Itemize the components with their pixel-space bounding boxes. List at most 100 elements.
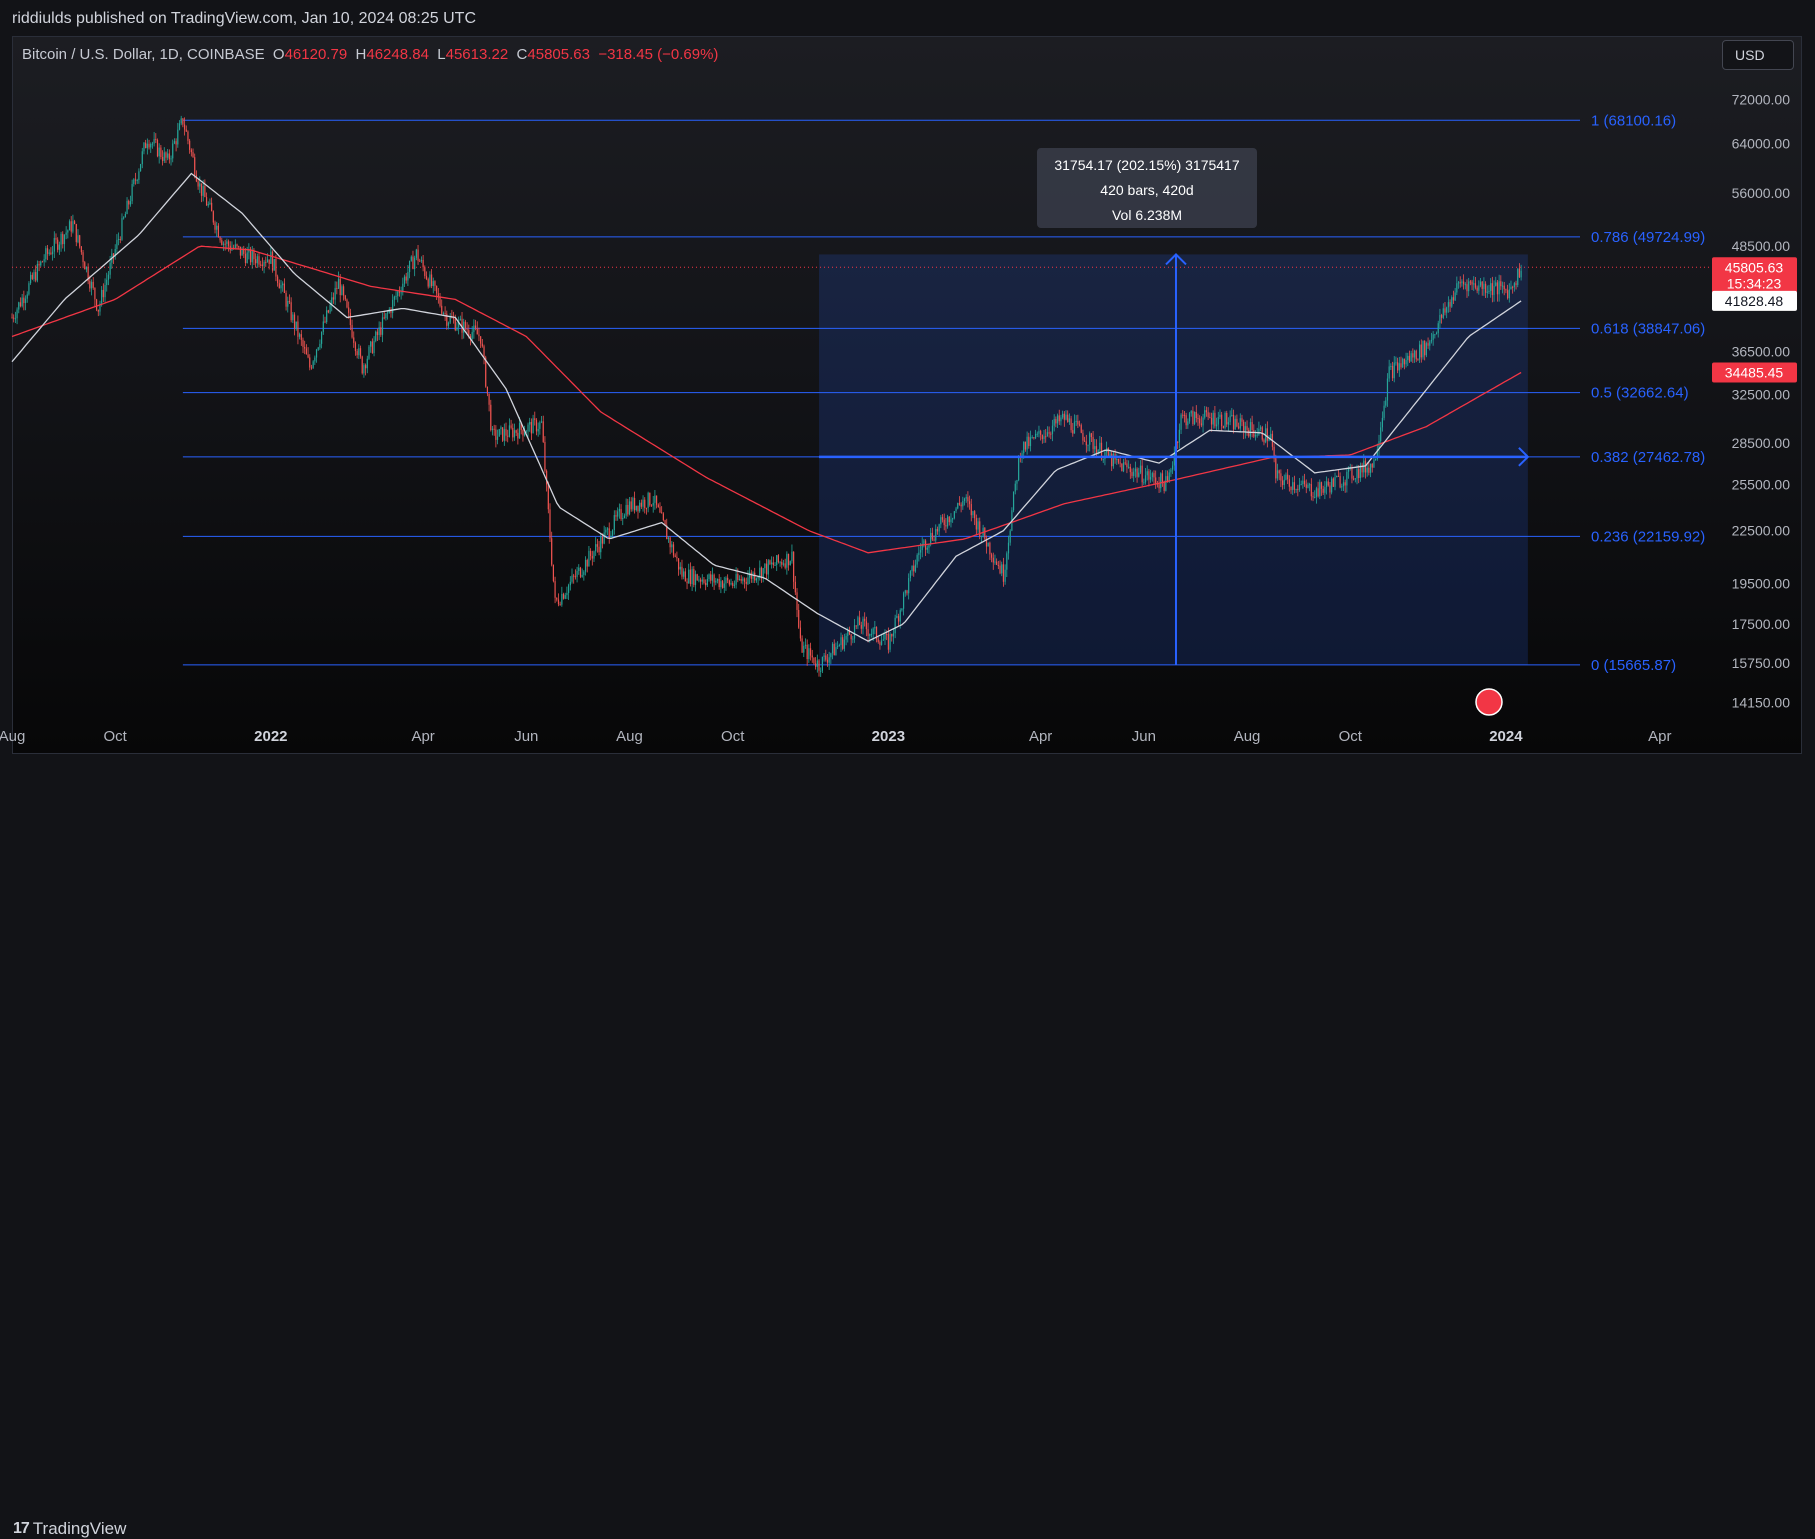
candle-body (407, 271, 409, 281)
candle-body (1383, 405, 1385, 418)
x-tick-label: Aug (0, 728, 25, 745)
candle-body (979, 521, 981, 537)
candle-body (583, 571, 585, 575)
candle-body (581, 574, 583, 577)
candle-body (1342, 482, 1345, 487)
candle-body (26, 294, 28, 299)
candle-body (1439, 314, 1441, 324)
candle-body (414, 257, 416, 270)
candle-body (879, 642, 881, 645)
candle-body (1160, 473, 1162, 489)
candle-body (938, 524, 940, 532)
candle-body (552, 564, 554, 582)
candle-body (769, 560, 771, 565)
fibonacci-retracement[interactable]: 1 (68100.16) 0.786 (49724.99) 0.618 (38847… (182, 112, 1705, 674)
candle-body (1173, 452, 1175, 466)
candle-body (1446, 307, 1448, 313)
candle-body (473, 325, 475, 333)
x-tick-label: 2024 (1489, 728, 1523, 745)
candle-body (271, 251, 274, 271)
candle-body (1199, 418, 1201, 424)
candle-body (640, 502, 642, 507)
candle-body (515, 430, 517, 433)
candle-body (1503, 285, 1505, 290)
candle-body (165, 152, 167, 158)
candle-body (645, 508, 648, 510)
candle-body (1165, 476, 1167, 491)
candle-body (601, 536, 604, 544)
candle-body (1508, 289, 1510, 299)
symbol-legend[interactable]: Bitcoin / U.S. Dollar, 1D, COINBASE O461… (22, 46, 718, 63)
candle-body (277, 276, 279, 284)
candle-body (366, 358, 368, 369)
candle-body (1029, 437, 1032, 447)
currency-button[interactable]: USD (1722, 40, 1794, 70)
candle-body (19, 302, 22, 307)
candle-body (436, 285, 438, 294)
candle-body (155, 139, 157, 141)
candle-body (363, 365, 365, 374)
candles (11, 115, 1522, 677)
candle-body (965, 497, 967, 499)
candle-body (1276, 470, 1279, 479)
candle-body (80, 246, 82, 253)
y-tick-label: 64000.00 (1732, 135, 1791, 151)
candle-body (167, 153, 169, 158)
candle-body (1112, 453, 1114, 467)
candle-body (1332, 478, 1334, 487)
candle-body (24, 298, 27, 304)
measure-arrows[interactable]: 31754.17 (202.15%) 3175417 420 bars, 420d… (819, 148, 1530, 665)
candle-body (383, 317, 385, 319)
candle-body (1182, 414, 1184, 416)
candle-body (302, 339, 304, 347)
price-label-value: 45805.63 (1725, 259, 1784, 275)
candle-body (77, 235, 79, 243)
price-chart[interactable]: 1 (68100.16) 0.786 (49724.99) 0.618 (38847… (0, 0, 1815, 798)
candle-body (128, 200, 130, 205)
candle-body (1498, 281, 1500, 295)
candle-body (801, 638, 803, 653)
candle-body (1312, 496, 1314, 498)
candle-body (1483, 283, 1485, 289)
candle-body (676, 556, 678, 559)
candle-body (906, 590, 908, 594)
candle-body (955, 508, 957, 512)
candle-body (737, 574, 739, 580)
candle-body (480, 336, 482, 344)
candle-body (683, 571, 685, 577)
axes[interactable]: 72000.00 64000.00 56000.00 48500.00 36500.00… (0, 92, 1790, 745)
candle-body (679, 566, 681, 570)
candle-body (275, 258, 277, 277)
candle-body (1241, 418, 1243, 422)
candle-body (1031, 437, 1033, 439)
tradingview-logo[interactable]: 17 TradingView (13, 1519, 126, 1539)
candle-body (1366, 467, 1368, 473)
candle-body (1126, 463, 1128, 468)
candle-body (1351, 467, 1353, 479)
chart-frame[interactable] (12, 36, 1802, 754)
candle-body (1346, 471, 1348, 486)
candle-body (1151, 473, 1153, 478)
candle-body (837, 646, 839, 648)
candle-body (1016, 480, 1018, 484)
candle-body (569, 581, 571, 586)
candle-body (1090, 433, 1092, 438)
candle-body (1336, 475, 1338, 478)
candle-body (1045, 436, 1047, 438)
candle-body (853, 625, 856, 639)
measure-range[interactable] (819, 254, 1528, 665)
candle-body (706, 578, 708, 586)
candle-body (454, 319, 456, 331)
candle-body (248, 249, 250, 253)
candle-body (300, 334, 302, 340)
y-tick-label: 17500.00 (1732, 616, 1791, 632)
candle-body (1314, 496, 1316, 498)
candle-body (1517, 268, 1519, 285)
candle-body (90, 281, 93, 289)
candle-body (1131, 472, 1133, 477)
candle-body (1354, 478, 1356, 480)
candle-body (70, 221, 72, 232)
candle-body (612, 530, 614, 536)
candle-body (40, 261, 42, 266)
candle-body (620, 508, 622, 519)
